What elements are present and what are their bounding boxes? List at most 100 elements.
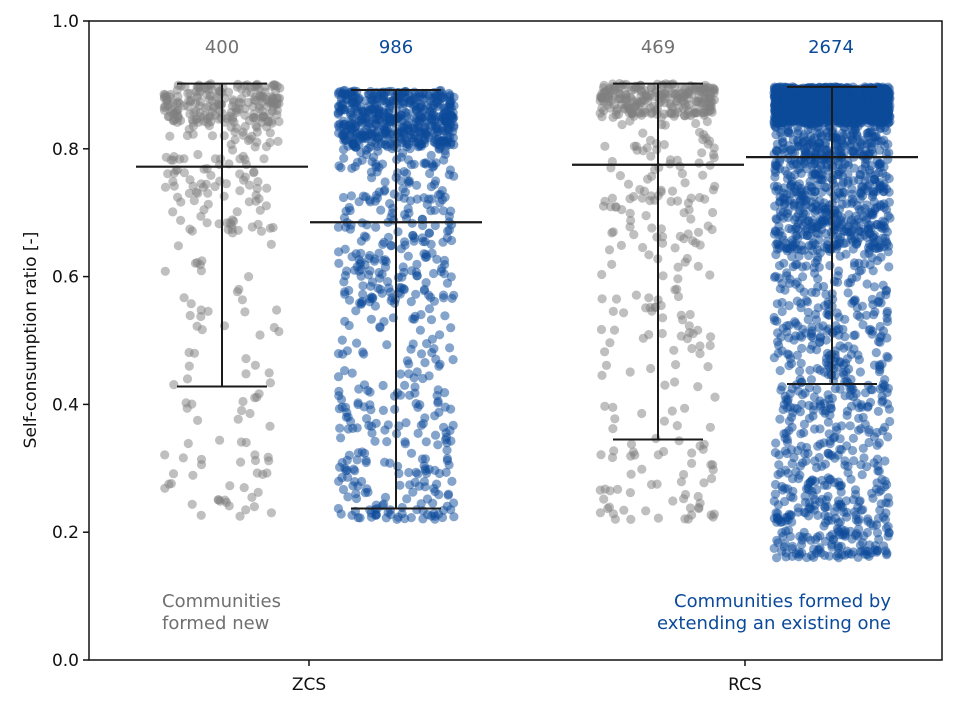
data-point	[607, 193, 618, 203]
data-point	[710, 392, 720, 402]
data-point	[698, 170, 708, 180]
data-point	[206, 170, 216, 180]
data-point	[404, 359, 414, 369]
data-point	[411, 289, 421, 299]
data-point	[790, 224, 801, 234]
data-point	[193, 188, 203, 198]
data-point	[707, 224, 717, 235]
data-point	[771, 239, 781, 249]
data-point	[196, 311, 206, 322]
data-point	[358, 111, 368, 122]
data-point	[419, 461, 429, 471]
data-point	[440, 108, 450, 118]
data-point	[698, 92, 708, 102]
data-point	[339, 128, 349, 138]
data-point	[347, 163, 357, 173]
data-point	[857, 151, 868, 161]
data-point	[880, 482, 890, 492]
data-point	[693, 227, 704, 237]
data-point	[354, 93, 364, 103]
data-point	[856, 265, 867, 275]
data-point	[595, 485, 605, 495]
data-point	[444, 88, 454, 99]
data-point	[680, 178, 690, 188]
data-point	[200, 103, 211, 113]
data-point	[430, 465, 440, 475]
data-point	[207, 131, 218, 141]
data-point	[333, 222, 343, 232]
data-point	[776, 332, 786, 342]
data-point	[658, 238, 668, 248]
data-point	[835, 341, 845, 351]
data-point	[883, 353, 893, 363]
data-point	[815, 109, 825, 119]
data-point	[796, 89, 807, 99]
data-point	[667, 108, 677, 118]
data-point	[380, 177, 390, 187]
data-point	[434, 490, 444, 500]
data-point	[821, 138, 831, 148]
data-point	[343, 492, 353, 502]
data-point	[346, 98, 356, 108]
data-point	[386, 509, 396, 520]
data-point	[241, 354, 251, 364]
data-point	[784, 525, 794, 535]
data-point	[399, 267, 409, 277]
data-point	[371, 510, 381, 520]
data-point	[408, 230, 418, 240]
data-point	[430, 430, 441, 440]
data-point	[356, 248, 366, 258]
data-point	[605, 103, 616, 113]
data-point	[351, 493, 362, 504]
data-point	[779, 200, 789, 210]
data-point	[884, 197, 895, 207]
data-point	[358, 281, 368, 291]
data-point	[253, 219, 263, 229]
data-point	[272, 110, 282, 120]
data-point	[825, 261, 835, 271]
data-point	[834, 312, 844, 322]
data-point	[442, 445, 452, 455]
data-point	[832, 502, 842, 512]
data-point	[803, 125, 813, 135]
data-point	[426, 150, 436, 160]
data-point	[271, 93, 282, 103]
data-point	[871, 484, 882, 494]
data-point	[858, 538, 868, 548]
data-point	[344, 285, 354, 296]
data-point	[646, 151, 656, 161]
data-point	[665, 155, 676, 165]
data-point	[198, 182, 208, 192]
data-point	[338, 192, 349, 203]
data-point	[868, 266, 878, 276]
data-point	[831, 194, 841, 204]
data-point	[829, 535, 839, 545]
data-point	[801, 156, 811, 166]
data-point	[196, 454, 207, 464]
data-point	[812, 363, 822, 374]
data-point	[358, 347, 368, 357]
data-point	[807, 340, 817, 350]
data-point	[658, 313, 668, 323]
data-point	[626, 439, 637, 449]
data-point	[441, 117, 451, 127]
data-point	[625, 194, 635, 204]
data-point	[406, 196, 416, 206]
data-point	[609, 446, 619, 456]
data-point	[854, 355, 865, 365]
data-point	[169, 168, 179, 178]
data-point	[833, 518, 844, 528]
data-point	[709, 153, 719, 163]
data-point	[443, 489, 454, 499]
y-tick-label: 1.0	[52, 12, 79, 32]
data-point	[416, 310, 426, 320]
data-point	[224, 501, 234, 511]
data-point	[237, 405, 247, 416]
data-point	[667, 186, 678, 196]
data-point	[269, 80, 279, 90]
data-point	[770, 172, 780, 182]
data-point	[425, 96, 436, 106]
data-point	[883, 383, 894, 393]
data-point	[600, 401, 610, 411]
